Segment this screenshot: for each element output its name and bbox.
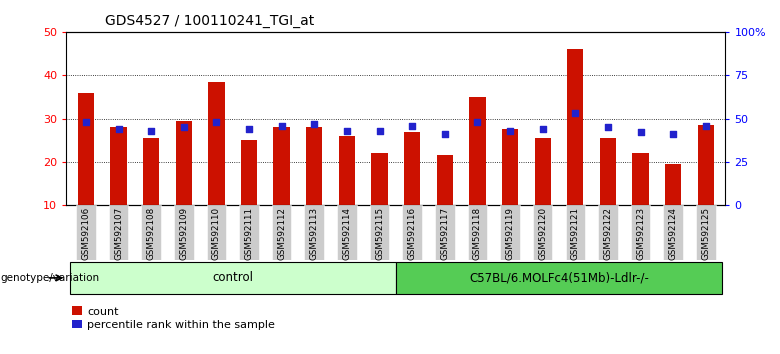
Bar — [78, 93, 94, 205]
Bar — [697, 125, 714, 205]
Bar — [500, 205, 519, 260]
Text: GSM592122: GSM592122 — [604, 207, 612, 260]
Point — [112, 126, 125, 132]
Bar — [633, 153, 649, 205]
Bar — [664, 205, 683, 260]
Bar — [567, 49, 583, 205]
Point — [667, 131, 679, 137]
Point — [243, 126, 255, 132]
Point — [80, 119, 92, 125]
Point — [634, 130, 647, 135]
Bar — [108, 205, 128, 260]
Bar — [598, 205, 618, 260]
Bar — [207, 205, 226, 260]
Legend: count, percentile rank within the sample: count, percentile rank within the sample — [72, 307, 275, 330]
Bar — [696, 205, 715, 260]
Text: GSM592108: GSM592108 — [147, 207, 156, 260]
Bar — [304, 205, 324, 260]
Bar — [402, 205, 422, 260]
Bar — [371, 153, 388, 205]
Bar — [69, 262, 396, 294]
Bar — [468, 205, 488, 260]
Bar — [600, 138, 616, 205]
Bar — [239, 205, 259, 260]
Bar — [435, 205, 455, 260]
Bar — [396, 262, 722, 294]
Text: GSM592109: GSM592109 — [179, 207, 188, 260]
Text: GSM592125: GSM592125 — [701, 207, 711, 260]
Text: GSM592114: GSM592114 — [342, 207, 352, 260]
Bar — [76, 205, 96, 260]
Text: GSM592116: GSM592116 — [408, 207, 417, 260]
Text: control: control — [212, 272, 254, 284]
Point — [275, 123, 288, 129]
Text: GSM592106: GSM592106 — [81, 207, 90, 260]
Bar — [176, 121, 192, 205]
Text: GSM592124: GSM592124 — [668, 207, 678, 260]
Bar — [208, 82, 225, 205]
Point — [308, 121, 321, 127]
Bar — [370, 205, 389, 260]
Point — [210, 119, 222, 125]
Point — [406, 123, 418, 129]
Point — [700, 123, 712, 129]
Bar — [306, 127, 322, 205]
Bar — [241, 140, 257, 205]
Text: GSM592118: GSM592118 — [473, 207, 482, 260]
Text: GSM592117: GSM592117 — [440, 207, 449, 260]
Bar — [502, 130, 518, 205]
Bar — [143, 138, 159, 205]
Point — [374, 128, 386, 133]
Bar — [631, 205, 651, 260]
Text: C57BL/6.MOLFc4(51Mb)-Ldlr-/-: C57BL/6.MOLFc4(51Mb)-Ldlr-/- — [469, 272, 649, 284]
Bar — [566, 205, 585, 260]
Point — [145, 128, 158, 133]
Point — [471, 119, 484, 125]
Text: GSM592120: GSM592120 — [538, 207, 548, 260]
Point — [341, 128, 353, 133]
Text: GDS4527 / 100110241_TGI_at: GDS4527 / 100110241_TGI_at — [105, 14, 314, 28]
Text: GSM592121: GSM592121 — [571, 207, 580, 260]
Text: GSM592110: GSM592110 — [212, 207, 221, 260]
Bar — [141, 205, 161, 260]
Bar — [533, 205, 552, 260]
Text: GSM592115: GSM592115 — [375, 207, 384, 260]
Bar — [470, 97, 486, 205]
Bar — [337, 205, 356, 260]
Bar — [534, 138, 551, 205]
Bar — [665, 164, 682, 205]
Point — [504, 128, 516, 133]
Text: genotype/variation: genotype/variation — [0, 273, 99, 283]
Text: GSM592113: GSM592113 — [310, 207, 319, 260]
Bar — [110, 127, 126, 205]
Point — [438, 131, 451, 137]
Point — [569, 110, 582, 116]
Bar — [339, 136, 355, 205]
Bar — [404, 132, 420, 205]
Bar — [437, 155, 453, 205]
Text: GSM592119: GSM592119 — [505, 207, 515, 260]
Text: GSM592111: GSM592111 — [244, 207, 254, 260]
Text: GSM592123: GSM592123 — [636, 207, 645, 260]
Text: GSM592112: GSM592112 — [277, 207, 286, 260]
Bar — [174, 205, 193, 260]
Bar — [274, 127, 290, 205]
Point — [601, 124, 614, 130]
Point — [178, 124, 190, 130]
Bar — [272, 205, 292, 260]
Point — [537, 126, 549, 132]
Text: GSM592107: GSM592107 — [114, 207, 123, 260]
